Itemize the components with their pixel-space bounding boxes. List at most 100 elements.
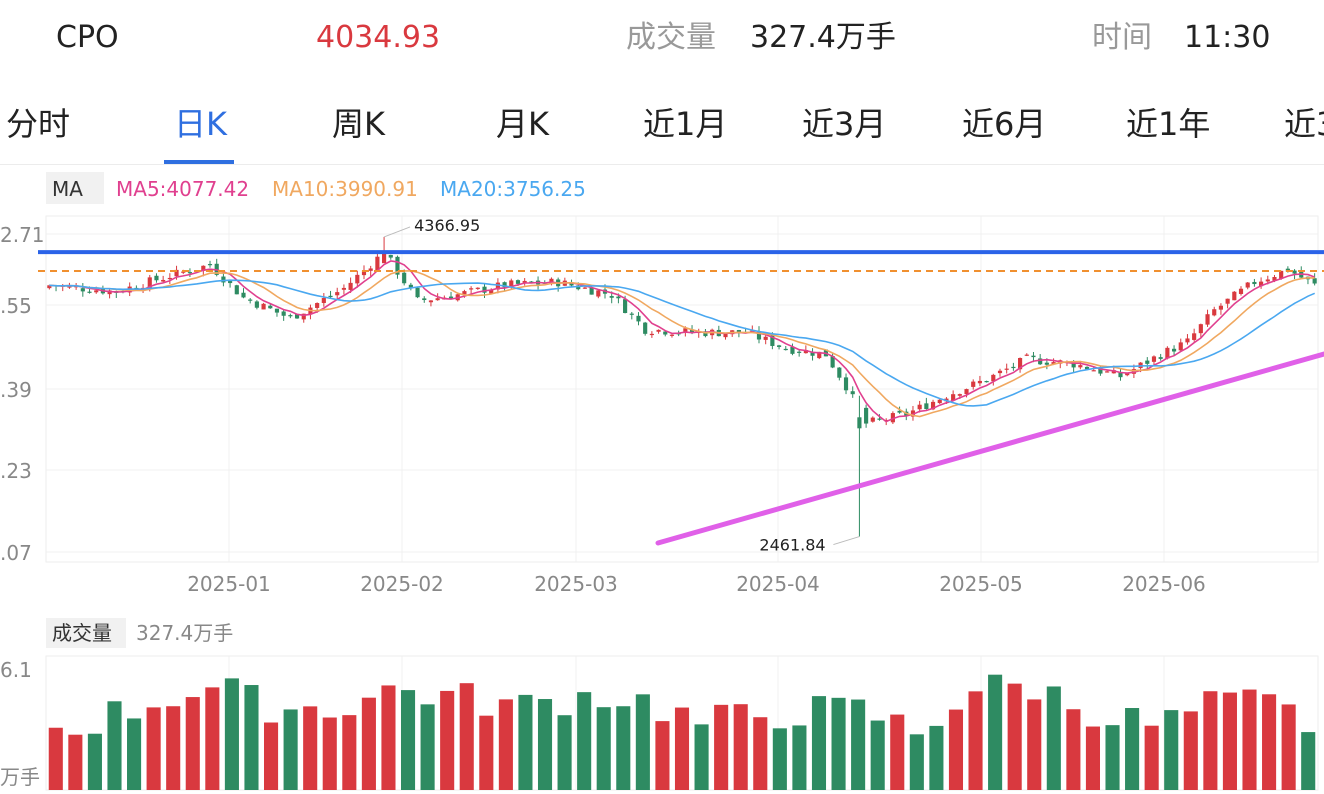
candle-body xyxy=(221,276,226,283)
volume-bar xyxy=(166,706,181,790)
ma-button[interactable]: MA xyxy=(52,177,83,201)
candle-body xyxy=(469,288,474,290)
candle-body xyxy=(281,311,286,316)
symbol-name: CPO xyxy=(56,20,119,55)
tab-3-months[interactable]: 近3月 xyxy=(802,105,887,143)
candle-body xyxy=(80,288,85,292)
candle-body xyxy=(589,287,594,295)
candle-body xyxy=(756,331,762,340)
volume-bar xyxy=(322,717,337,790)
candle-body xyxy=(522,280,527,283)
candle-body xyxy=(1145,360,1150,364)
ma5-legend: MA5:4077.42 xyxy=(116,177,249,201)
period-tabs: 分时 日K 周K 月K 近1月 近3月 近6月 近1年 近3 xyxy=(0,88,1324,165)
volume-bar xyxy=(616,706,631,790)
tab-intraday[interactable]: 分时 xyxy=(6,105,71,143)
candle-body xyxy=(810,352,815,356)
candle-body xyxy=(181,271,186,273)
high-annotation: 4366.95 xyxy=(414,216,480,235)
volume-bar xyxy=(48,727,63,790)
tab-monthly-k[interactable]: 月K xyxy=(496,105,549,143)
candle-body xyxy=(649,333,654,336)
candle-body xyxy=(228,280,233,284)
ma-button-bg[interactable] xyxy=(46,172,104,204)
candle-body xyxy=(636,315,641,322)
volume-bar xyxy=(342,715,357,790)
x-tick-label: 2025-02 xyxy=(360,572,444,596)
volume-bar xyxy=(185,697,200,790)
candle-body xyxy=(1071,362,1076,368)
candle-body xyxy=(154,275,159,281)
y-tick-label: .23 xyxy=(0,459,32,483)
candle-body xyxy=(1044,362,1049,365)
ma20-legend: MA20:3756.25 xyxy=(440,177,586,201)
ma10-line xyxy=(49,270,1315,418)
ma10-legend: MA10:3990.91 xyxy=(272,177,418,201)
candle-body xyxy=(321,298,326,304)
volume-bar xyxy=(1301,732,1316,790)
volume-bar xyxy=(1281,704,1296,790)
candle-body xyxy=(1205,314,1210,325)
volume-bar xyxy=(870,720,885,790)
candle-body xyxy=(1212,309,1217,316)
candle-body xyxy=(74,286,79,288)
volume-bar xyxy=(1222,692,1237,790)
candle-body xyxy=(1292,270,1297,274)
tab-1-month[interactable]: 近1月 xyxy=(643,105,728,143)
volume-bar xyxy=(988,674,1003,790)
volume-bar xyxy=(1046,686,1061,790)
candle-body xyxy=(930,401,936,410)
volume-bar xyxy=(655,721,670,790)
candle-body xyxy=(301,313,306,320)
candle-body xyxy=(241,292,246,298)
candle-body xyxy=(1111,370,1116,374)
candle-body xyxy=(67,285,72,288)
ma20-line xyxy=(49,279,1316,407)
tab-1-year[interactable]: 近1年 xyxy=(1126,105,1211,143)
volume-bar xyxy=(107,701,122,790)
candle-body xyxy=(1185,338,1190,343)
tab-6-months[interactable]: 近6月 xyxy=(962,105,1047,143)
y-axis: 2.71 .55 .39 .23 .07 xyxy=(0,223,45,565)
candle-body xyxy=(1158,357,1163,359)
candle-body xyxy=(428,300,434,303)
high-annotation-leader xyxy=(383,226,411,238)
volume-bar xyxy=(1144,725,1159,790)
candle-body xyxy=(890,413,895,423)
candle-body xyxy=(951,394,956,401)
x-tick-label: 2025-05 xyxy=(939,572,1023,596)
candle-body xyxy=(489,290,494,294)
y-tick-label: .39 xyxy=(0,378,32,402)
candle-body xyxy=(368,268,373,271)
candle-body xyxy=(736,330,741,333)
time-label: 时间 xyxy=(1092,20,1152,55)
candle-body xyxy=(897,410,902,413)
volume-bar xyxy=(224,678,239,790)
tab-3-years[interactable]: 近3 xyxy=(1284,105,1324,143)
volume-bar xyxy=(1262,694,1277,790)
tab-weekly-k[interactable]: 周K xyxy=(332,105,385,143)
volume-bar xyxy=(1183,711,1198,790)
candle-body xyxy=(395,256,400,275)
moving-average-lines xyxy=(49,260,1316,423)
volume-bar xyxy=(674,707,690,790)
volume-bar xyxy=(146,707,161,790)
candle-body xyxy=(529,281,534,283)
candle-body xyxy=(161,279,166,282)
candle-body xyxy=(1078,365,1083,368)
candle-body xyxy=(991,374,996,382)
volume-bar xyxy=(909,734,924,790)
volume-bar xyxy=(948,709,964,790)
candle-body xyxy=(857,417,862,429)
candle-body xyxy=(375,256,380,271)
volume-bar xyxy=(733,704,748,790)
candle-body xyxy=(977,380,982,384)
volume-bar xyxy=(694,724,709,790)
tab-daily-k[interactable]: 日K xyxy=(174,105,227,143)
candle-body xyxy=(770,335,775,346)
candle-body xyxy=(663,331,668,335)
candle-body xyxy=(355,274,360,284)
volume-bar xyxy=(537,699,553,790)
candle-body xyxy=(776,345,782,347)
